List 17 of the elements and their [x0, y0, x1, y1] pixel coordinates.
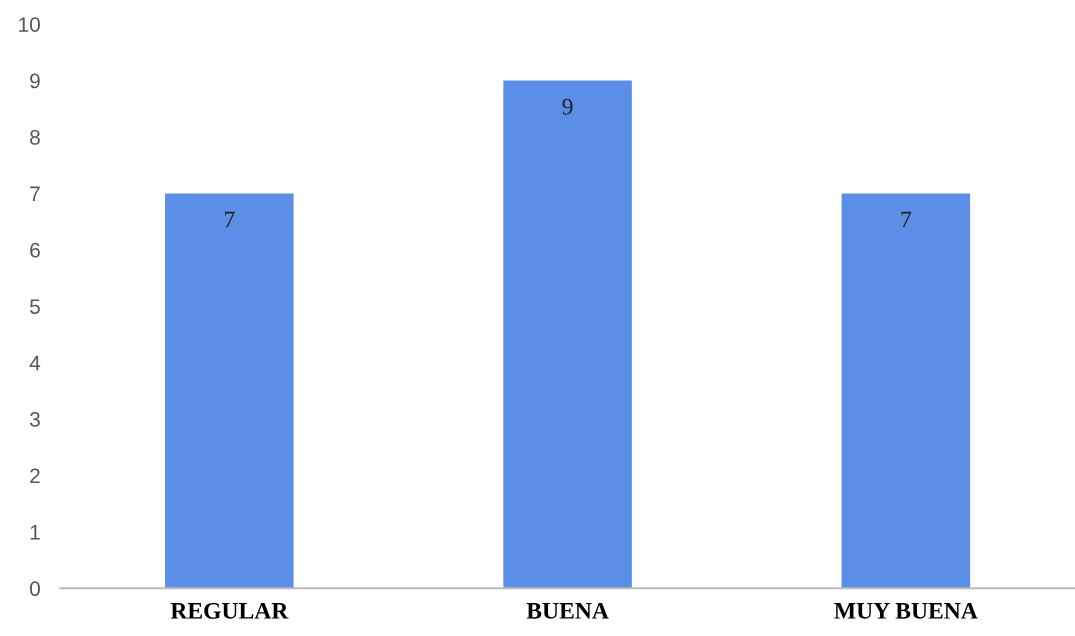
y-tick-label: 6	[30, 242, 40, 258]
y-tick-label: 0	[29, 581, 40, 597]
y-tick-label: 2	[30, 468, 40, 484]
x-tick-label: MUY BUENA	[834, 602, 978, 619]
y-tick-label: 4	[29, 355, 41, 371]
y-tick-label: 5	[30, 299, 40, 314]
data-label: 9	[562, 98, 573, 115]
y-tick-label: 9	[30, 73, 40, 89]
y-tick-label: 3	[29, 412, 40, 427]
data-label: 7	[901, 211, 912, 228]
x-tick-label: BUENA	[526, 602, 609, 619]
y-tick-label: 8	[30, 130, 40, 145]
data-label: 7	[224, 211, 235, 228]
y-tick-label: 1	[30, 525, 40, 540]
x-tick-label: REGULAR	[170, 602, 289, 619]
y-tick-label: 10	[19, 17, 40, 32]
y-tick-label: 7	[30, 186, 40, 201]
